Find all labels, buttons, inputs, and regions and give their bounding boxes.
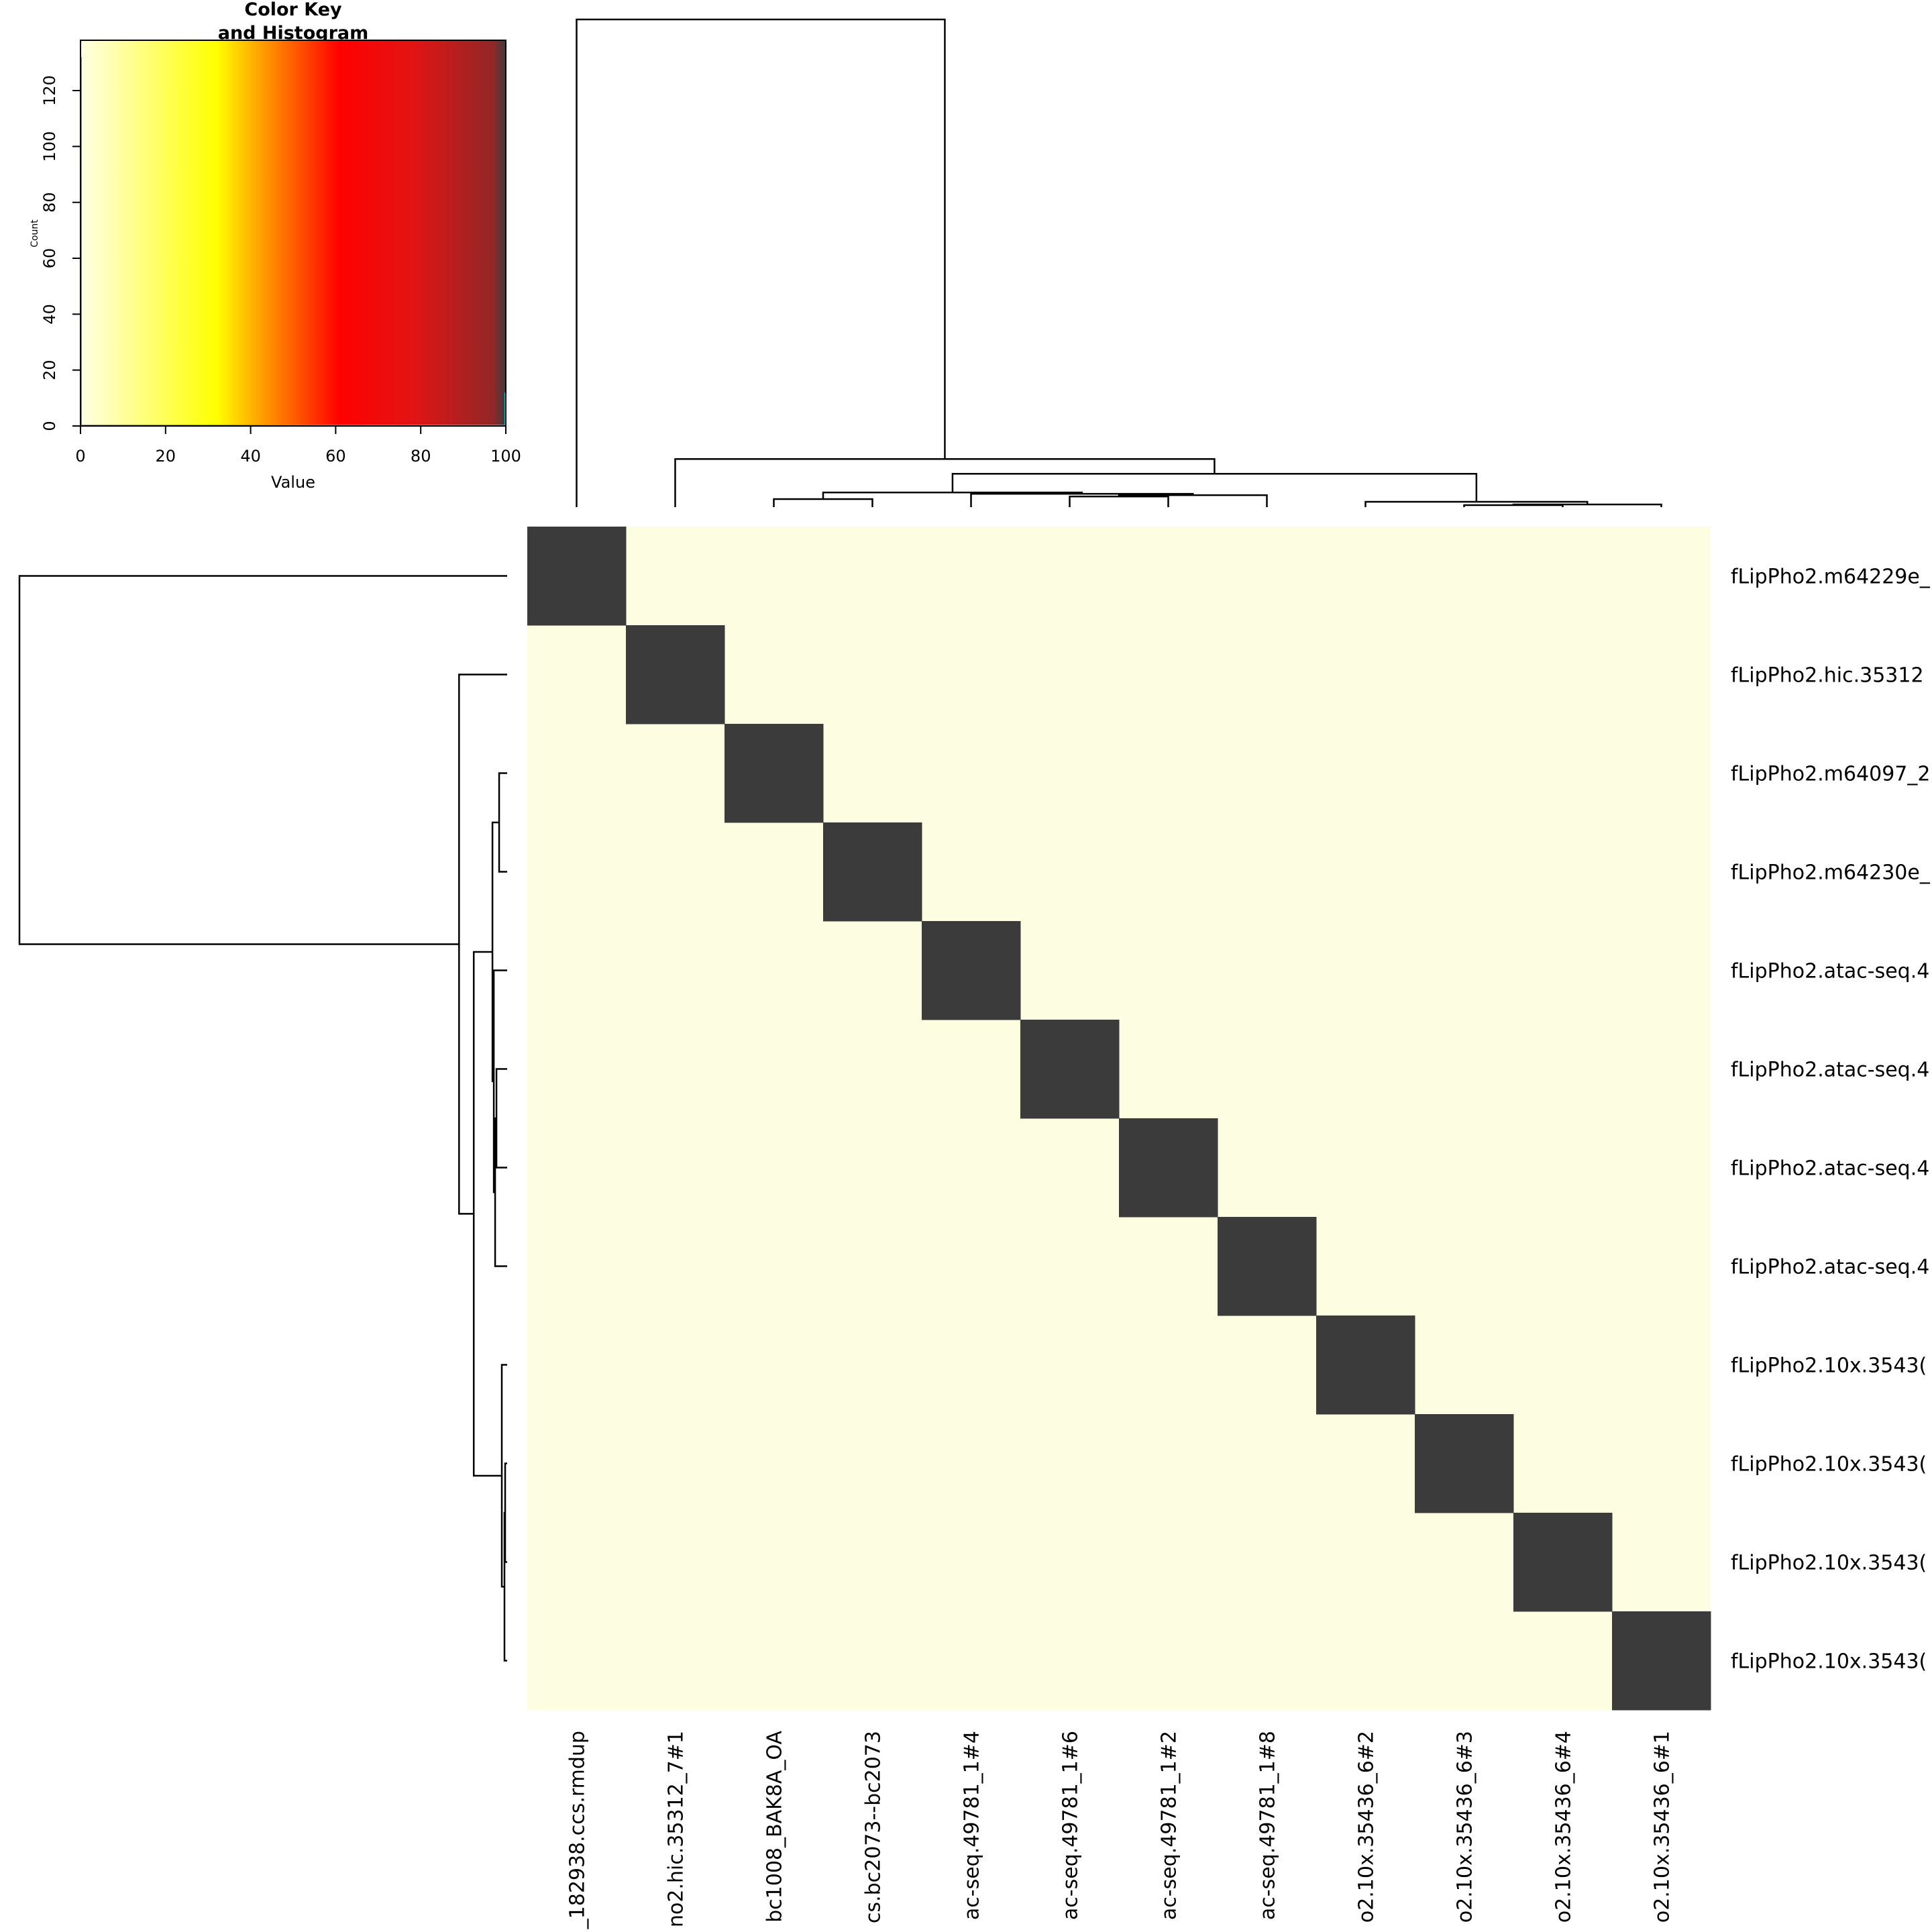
column-label: bc1008_BAK8A_OA	[763, 1731, 787, 1923]
column-label: ac-seq.49781_1#2	[1158, 1731, 1181, 1920]
column-dendrogram-link	[1364, 500, 1589, 507]
row-dendrogram-link	[495, 1068, 507, 1169]
column-label: no2.hic.35312_7#1	[665, 1731, 688, 1927]
column-label: ac-seq.49781_1#6	[1059, 1731, 1083, 1920]
row-dendrogram-link	[18, 575, 507, 945]
row-label: fLipPho2.m64229e_	[1731, 566, 1931, 589]
color-key-x-tick-label: 80	[411, 447, 431, 466]
row-label: fLipPho2.atac-seq.4	[1731, 1059, 1929, 1082]
color-key-y-tick-label: 60	[40, 248, 59, 269]
heatmap-cell	[1513, 1513, 1613, 1612]
column-dendrogram-link	[1463, 504, 1564, 507]
color-key-y-tick-label: 20	[40, 360, 59, 380]
color-key-x-tick-label: 100	[490, 447, 521, 466]
column-label: _182938.ccs.rmdup	[566, 1731, 590, 1929]
heatmap-cell	[724, 724, 824, 823]
heatmap-cell	[1218, 1217, 1317, 1316]
row-label: fLipPho2.hic.35312	[1731, 664, 1924, 688]
column-dendrogram	[576, 18, 1662, 507]
row-dendrogram-link	[504, 1462, 507, 1563]
heatmap-cell	[527, 527, 627, 626]
row-label: fLipPho2.10x.3543(	[1731, 1650, 1927, 1674]
color-key-x-tick-label: 0	[75, 447, 85, 466]
column-dendrogram-link	[576, 18, 946, 507]
column-label: o2.10x.35436_6#1	[1651, 1731, 1674, 1923]
column-label: o2.10x.35436_6#3	[1454, 1731, 1477, 1923]
column-dendrogram-link	[773, 498, 873, 507]
heatmap-cell	[1612, 1611, 1711, 1711]
heatmap-cell	[1316, 1316, 1415, 1415]
heatmap-cells	[527, 527, 1711, 1711]
color-key-y-axis: 0 20 40 60 80 100 120	[40, 75, 80, 431]
column-dendrogram-link	[674, 458, 1216, 507]
color-key-y-tick-label: 120	[40, 75, 59, 106]
row-dendrogram-link	[458, 674, 507, 1215]
color-key-frame	[80, 40, 506, 427]
heatmap-cell	[922, 921, 1021, 1020]
color-key: Color Key and Histogram 0 20 40 60 80 100 020…	[30, 0, 521, 492]
heatmap-cell	[1415, 1414, 1514, 1513]
row-dendrogram	[18, 575, 507, 1662]
row-label: fLipPho2.atac-seq.4	[1731, 1256, 1929, 1279]
column-dendrogram-link	[951, 472, 1478, 502]
heatmap-cell	[626, 625, 725, 724]
color-key-y-tick-label: 80	[40, 192, 59, 213]
heatmap-cell	[1020, 1020, 1120, 1119]
color-key-x-tick-label: 40	[240, 447, 261, 466]
color-key-x-tick-label: 20	[156, 447, 176, 466]
color-key-y-tick-label: 100	[40, 131, 59, 162]
row-dendrogram-link	[500, 1364, 507, 1588]
color-key-title-line1: Color Key	[244, 0, 342, 20]
color-key-x-tick-label: 60	[325, 447, 346, 466]
column-dendrogram-link	[1069, 495, 1169, 507]
column-label: cs.bc2073--bc2073	[862, 1731, 885, 1923]
color-key-y-tick-label: 0	[40, 421, 59, 431]
row-label: fLipPho2.m64097_2	[1731, 763, 1930, 786]
row-label: fLipPho2.atac-seq.4	[1731, 1157, 1929, 1181]
row-labels: fLipPho2.m64229e_ fLipPho2.hic.35312 fLipP…	[1731, 566, 1931, 1674]
row-dendrogram-link	[498, 772, 507, 873]
color-key-x-label: Value	[271, 473, 315, 492]
row-label: fLipPho2.atac-seq.4	[1731, 960, 1929, 983]
row-label: fLipPho2.m64230e_	[1731, 861, 1931, 885]
column-label: o2.10x.35436_6#2	[1355, 1731, 1379, 1923]
column-labels: _182938.ccs.rmdup no2.hic.35312_7#1 bc1008…	[566, 1731, 1674, 1930]
row-label: fLipPho2.10x.3543(	[1731, 1552, 1927, 1575]
column-label: ac-seq.49781_1#8	[1256, 1731, 1280, 1920]
row-label: fLipPho2.10x.3543(	[1731, 1453, 1927, 1477]
color-key-x-axis: 0 20 40 60 80 100	[75, 426, 521, 466]
color-key-y-label: Count	[30, 219, 40, 248]
row-label: fLipPho2.10x.3543(	[1731, 1354, 1927, 1378]
column-label: o2.10x.35436_6#4	[1552, 1731, 1576, 1923]
color-key-y-tick-label: 40	[40, 304, 59, 325]
color-key-gradient	[80, 40, 506, 426]
heatmap-cell	[1119, 1118, 1218, 1218]
heatmap-cell	[823, 822, 922, 922]
row-dendrogram-link	[472, 951, 502, 1477]
column-label: ac-seq.49781_1#4	[961, 1731, 984, 1920]
